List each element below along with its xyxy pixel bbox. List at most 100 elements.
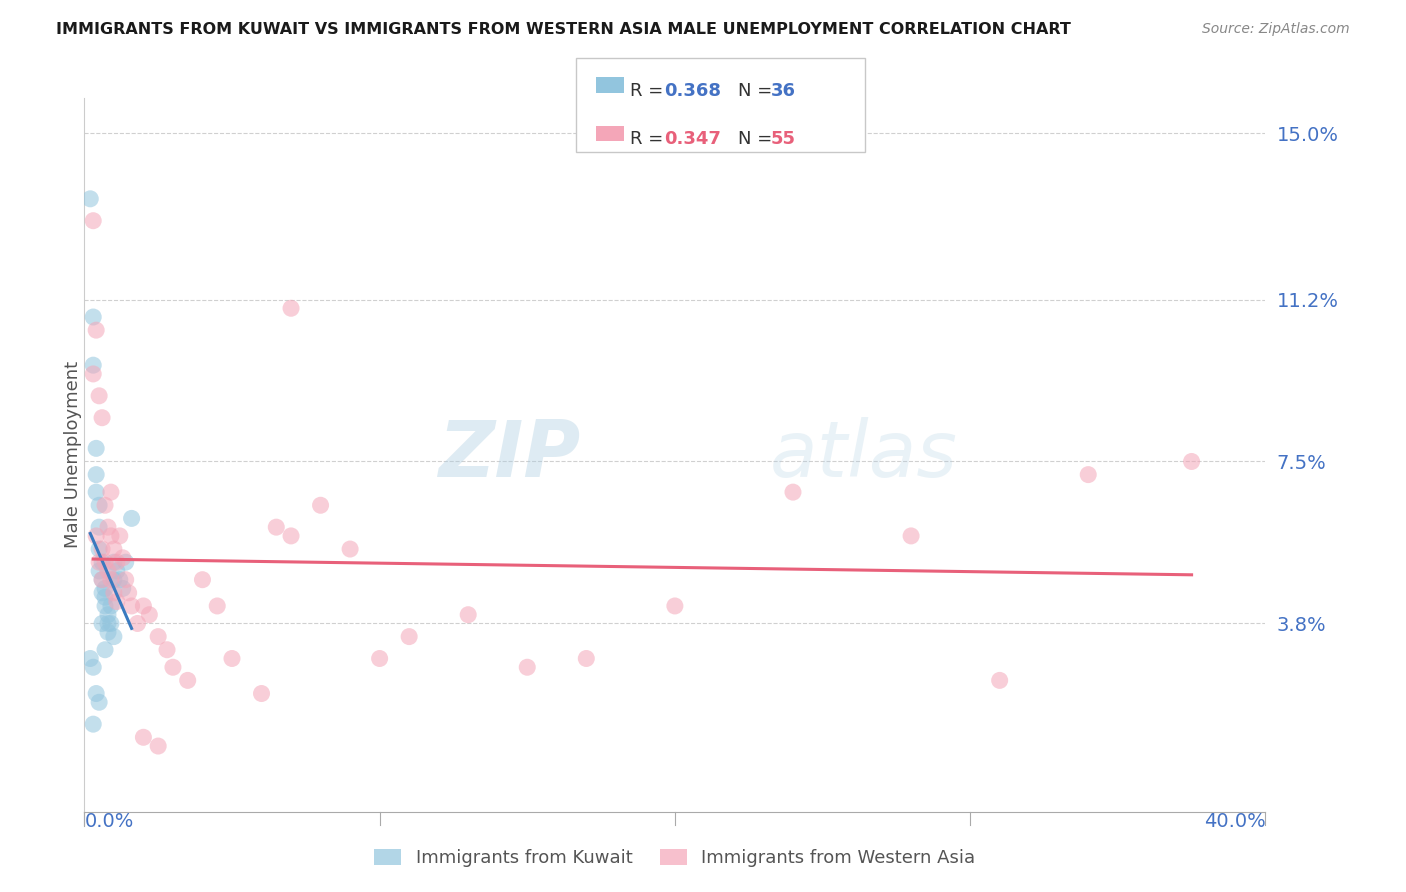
Point: [900, 529, 922, 543]
Point: [205, 599, 228, 613]
Point: [132, 599, 155, 613]
Point: [108, 529, 131, 543]
Point: [87, 695, 111, 709]
Point: [191, 573, 214, 587]
Point: [105, 564, 128, 578]
Point: [94, 555, 117, 569]
Point: [121, 599, 143, 613]
Point: [103, 542, 125, 557]
Point: [94, 582, 117, 596]
Point: [108, 573, 131, 587]
Point: [91, 616, 114, 631]
Point: [103, 555, 125, 569]
Text: atlas: atlas: [769, 417, 957, 493]
Point: [280, 301, 302, 316]
Point: [280, 529, 302, 543]
Point: [87, 564, 111, 578]
Point: [84, 529, 107, 543]
Point: [138, 607, 160, 622]
Point: [105, 555, 128, 569]
Point: [127, 616, 149, 631]
Point: [84, 467, 107, 482]
Text: R =: R =: [630, 130, 669, 148]
Point: [1180, 454, 1202, 468]
Point: [87, 542, 111, 557]
Point: [121, 511, 143, 525]
Point: [250, 686, 273, 700]
Point: [87, 498, 111, 512]
Point: [118, 586, 141, 600]
Point: [100, 573, 122, 587]
Point: [398, 630, 420, 644]
Text: ZIP: ZIP: [439, 417, 581, 493]
Text: R =: R =: [630, 82, 669, 100]
Text: 0.368: 0.368: [664, 82, 721, 100]
Point: [84, 485, 107, 500]
Point: [87, 520, 111, 534]
Point: [782, 485, 804, 500]
Point: [97, 520, 120, 534]
Point: [111, 582, 134, 596]
Point: [103, 586, 125, 600]
Point: [148, 739, 170, 753]
Point: [575, 651, 598, 665]
Point: [100, 485, 122, 500]
Text: N =: N =: [738, 82, 778, 100]
Point: [221, 651, 243, 665]
Point: [177, 673, 200, 688]
Point: [664, 599, 686, 613]
Point: [97, 607, 120, 622]
Point: [84, 323, 107, 337]
Point: [91, 573, 114, 587]
Point: [264, 520, 288, 534]
Point: [94, 591, 117, 605]
Text: IMMIGRANTS FROM KUWAIT VS IMMIGRANTS FROM WESTERN ASIA MALE UNEMPLOYMENT CORRELA: IMMIGRANTS FROM KUWAIT VS IMMIGRANTS FRO…: [56, 22, 1071, 37]
Point: [103, 573, 125, 587]
Point: [111, 550, 134, 565]
Point: [457, 607, 479, 622]
Point: [91, 586, 114, 600]
Point: [368, 651, 391, 665]
Point: [91, 555, 114, 569]
Point: [97, 616, 120, 631]
Point: [339, 542, 361, 557]
Point: [91, 542, 114, 557]
Point: [100, 616, 122, 631]
Text: 55: 55: [770, 130, 796, 148]
Point: [114, 555, 136, 569]
Point: [94, 642, 117, 657]
Point: [148, 630, 170, 644]
Point: [82, 367, 104, 381]
Point: [82, 310, 104, 324]
Point: [87, 389, 111, 403]
Legend: Immigrants from Kuwait, Immigrants from Western Asia: Immigrants from Kuwait, Immigrants from …: [367, 841, 983, 874]
Point: [84, 442, 107, 456]
Text: 0.347: 0.347: [664, 130, 720, 148]
Point: [100, 599, 122, 613]
Point: [988, 673, 1011, 688]
Point: [100, 529, 122, 543]
Point: [103, 630, 125, 644]
Point: [516, 660, 538, 674]
Point: [91, 573, 114, 587]
Point: [84, 686, 107, 700]
Point: [87, 555, 111, 569]
Text: N =: N =: [738, 130, 778, 148]
Text: Source: ZipAtlas.com: Source: ZipAtlas.com: [1202, 22, 1350, 37]
Point: [94, 599, 117, 613]
Point: [162, 660, 184, 674]
Point: [97, 625, 120, 640]
Y-axis label: Male Unemployment: Male Unemployment: [65, 361, 82, 549]
Point: [82, 717, 104, 731]
Text: 40.0%: 40.0%: [1204, 812, 1265, 830]
Point: [82, 358, 104, 372]
Point: [82, 213, 104, 227]
Point: [79, 192, 101, 206]
Point: [1077, 467, 1099, 482]
Point: [79, 651, 101, 665]
Point: [94, 498, 117, 512]
Point: [132, 731, 155, 745]
Point: [91, 410, 114, 425]
Text: 0.0%: 0.0%: [84, 812, 134, 830]
Point: [309, 498, 332, 512]
